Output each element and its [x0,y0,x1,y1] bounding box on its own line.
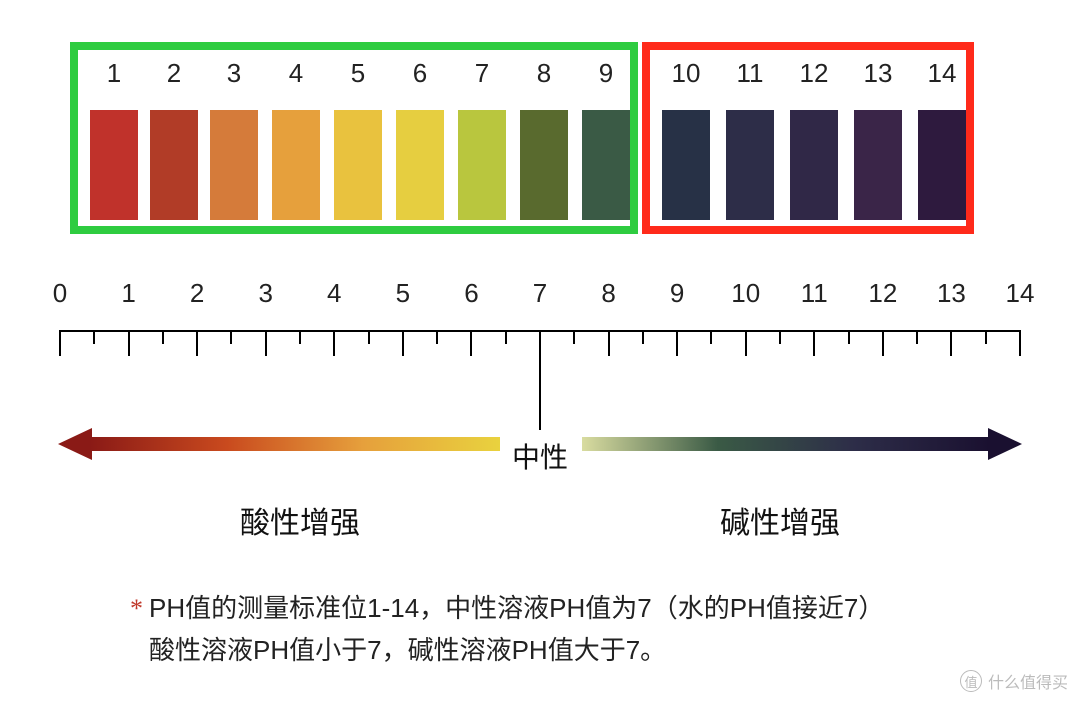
swatch-label: 1 [86,58,142,89]
ph-swatch [396,110,444,220]
watermark: 值 什么值得买 [960,669,1068,693]
axis-major-tick [59,330,61,356]
acidic-arrow-head [58,428,92,460]
swatch-label: 5 [330,58,386,89]
ph-swatch [520,110,568,220]
swatch-label: 2 [146,58,202,89]
axis-tick-label: 14 [1000,278,1040,309]
footnote-line2: 酸性溶液PH值小于7，碱性溶液PH值大于7。 [149,635,666,665]
swatch-label: 13 [850,58,906,89]
axis-tick-label: 0 [40,278,80,309]
footnote-line1: PH值的测量标准位1-14，中性溶液PH值为7（水的PH值接近7） [149,593,884,623]
ph-swatch [90,110,138,220]
footnote: *PH值的测量标准位1-14，中性溶液PH值为7（水的PH值接近7） *酸性溶液… [130,588,884,671]
axis-major-tick [882,330,884,356]
swatch-label: 6 [392,58,448,89]
axis-tick-label: 12 [863,278,903,309]
axis-major-tick [333,330,335,356]
ph-swatch [334,110,382,220]
axis-minor-tick [505,330,507,344]
ph-swatch [726,110,774,220]
axis-minor-tick [916,330,918,344]
watermark-badge: 值 [960,670,982,692]
axis-tick-label: 5 [383,278,423,309]
basic-arrow-bar [582,437,990,451]
axis-major-tick [470,330,472,356]
swatch-label: 4 [268,58,324,89]
axis-minor-tick [436,330,438,344]
ph-swatch [150,110,198,220]
axis-major-tick [265,330,267,356]
axis-tick-label: 8 [589,278,629,309]
axis-tick-label: 6 [451,278,491,309]
axis-minor-tick [368,330,370,344]
swatch-label: 10 [658,58,714,89]
basic-arrow-head [988,428,1022,460]
ph-scale-infographic: 1234567891011121314 01234567891011121314… [0,0,1080,703]
swatch-label: 8 [516,58,572,89]
axis-tick-label: 4 [314,278,354,309]
axis-tick-label: 11 [794,278,834,309]
axis-tick-label: 3 [246,278,286,309]
axis-minor-tick [848,330,850,344]
swatch-label: 7 [454,58,510,89]
ph-swatch [918,110,966,220]
axis-major-tick [608,330,610,356]
axis-minor-tick [230,330,232,344]
axis-minor-tick [573,330,575,344]
basic-direction-label: 碱性增强 [720,498,840,542]
swatch-label: 14 [914,58,970,89]
ph-swatch [210,110,258,220]
axis-tick-label: 1 [109,278,149,309]
ph-swatch [854,110,902,220]
ph-swatch [790,110,838,220]
axis-tick-label: 10 [726,278,766,309]
ph-swatch [582,110,630,220]
ph-swatch [662,110,710,220]
ph-swatch [458,110,506,220]
axis-minor-tick [985,330,987,344]
axis-tick-label: 2 [177,278,217,309]
acidic-arrow-bar [90,437,500,451]
swatch-label: 11 [722,58,778,89]
axis-minor-tick [710,330,712,344]
axis-major-tick [950,330,952,356]
axis-minor-tick [299,330,301,344]
axis-major-tick [402,330,404,356]
axis-minor-tick [162,330,164,344]
axis-major-tick [813,330,815,356]
axis-minor-tick [642,330,644,344]
swatch-label: 12 [786,58,842,89]
acidic-direction-label: 酸性增强 [240,498,360,542]
ph-swatch [272,110,320,220]
swatch-label: 9 [578,58,634,89]
axis-major-tick [128,330,130,356]
axis-tick-label: 7 [520,278,560,309]
axis-major-tick [196,330,198,356]
axis-minor-tick [93,330,95,344]
watermark-text: 什么值得买 [988,669,1068,693]
neutral-center-line [539,330,541,430]
axis-tick-label: 9 [657,278,697,309]
axis-major-tick [676,330,678,356]
neutral-label: 中性 [510,436,570,476]
axis-major-tick [745,330,747,356]
axis-tick-label: 13 [931,278,971,309]
footnote-star: * [130,594,143,623]
swatch-label: 3 [206,58,262,89]
axis-minor-tick [779,330,781,344]
axis-major-tick [1019,330,1021,356]
